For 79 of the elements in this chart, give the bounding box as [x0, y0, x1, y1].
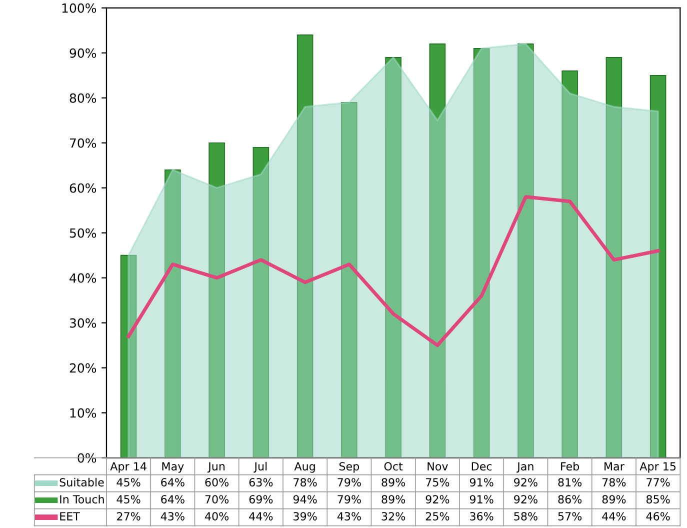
data-label: 92% [514, 495, 538, 504]
bar [296, 34, 314, 458]
x-tick-label: Oct [384, 462, 403, 471]
data-label: 89% [382, 495, 406, 504]
y-tick-label: 70% [70, 138, 96, 148]
x-tick-label: Jul [254, 462, 267, 473]
data-label: 45% [116, 478, 140, 486]
data-label: 85% [646, 495, 670, 504]
data-label: 63% [249, 478, 273, 486]
data-label: 78% [602, 478, 626, 486]
legend-label: In Touch [60, 494, 104, 504]
y-tick-label: 20% [70, 363, 96, 373]
bar [562, 70, 578, 458]
data-label: 91% [470, 478, 494, 486]
data-label: 75% [426, 478, 450, 486]
data-label: 78% [294, 478, 317, 486]
y-tick-label: 50% [70, 228, 96, 238]
data-label: 92% [426, 495, 450, 504]
data-label: 57% [558, 512, 582, 520]
x-tick-label: Nov [428, 462, 448, 471]
data-label: 79% [338, 478, 361, 486]
bar [429, 43, 446, 458]
x-tick-label: Aug [294, 462, 315, 473]
data-label: 27% [117, 512, 140, 520]
data-label: 89% [382, 478, 406, 486]
data-label: 64% [161, 478, 184, 486]
x-tick-label: Mar [604, 462, 624, 471]
bar [341, 102, 358, 458]
line-series [126, 195, 660, 348]
y-tick-label: 60% [70, 183, 96, 193]
y-tick-label: 90% [70, 48, 96, 58]
bar [208, 142, 225, 458]
bar [518, 43, 534, 458]
data-label: 45% [116, 495, 140, 504]
bar [164, 169, 181, 458]
data-label: 32% [382, 512, 406, 520]
data-label: 39% [294, 512, 317, 520]
data-label: 58% [514, 512, 538, 520]
data-label: 92% [514, 478, 538, 486]
y-tick-label: 40% [70, 273, 96, 283]
data-label: 44% [602, 512, 626, 520]
y-tick-label: 10% [70, 408, 96, 418]
data-label: 43% [160, 512, 184, 520]
legend-label: EET [60, 512, 80, 520]
data-label: 25% [426, 512, 450, 520]
y-tick-label: 80% [70, 93, 96, 103]
data-label: 64% [161, 495, 184, 504]
x-tick-label: Sep [339, 462, 360, 473]
data-label: 60% [205, 478, 229, 486]
bar [473, 48, 490, 458]
bar [252, 146, 270, 458]
x-tick-label: Apr 14 [110, 462, 146, 473]
data-label: 46% [646, 512, 670, 520]
data-label: 77% [646, 478, 670, 486]
x-tick-label: Dec [472, 462, 492, 471]
data-label: 69% [249, 495, 273, 504]
data-label: 91% [470, 495, 494, 504]
data-label: 89% [602, 495, 626, 504]
data-label: 44% [249, 512, 273, 520]
data-label: 43% [337, 512, 361, 520]
x-tick-label: Jan [516, 462, 534, 473]
x-tick-label: Feb [561, 462, 580, 471]
data-label: 70% [205, 495, 229, 504]
legend-label: Suitable [60, 478, 104, 486]
x-tick-label: Jun [208, 462, 225, 473]
data-label: 36% [470, 512, 494, 520]
data-label: 81% [558, 478, 582, 486]
bar [606, 56, 622, 458]
data-label: 40% [204, 512, 229, 520]
bar [650, 74, 666, 458]
x-tick-label: May [162, 462, 184, 473]
bar [120, 254, 137, 458]
y-tick-label: 100% [62, 3, 96, 13]
y-tick-label: 30% [70, 318, 96, 328]
x-tick-label: Apr 15 [640, 462, 676, 473]
data-label: 94% [293, 495, 317, 504]
data-label: 79% [338, 495, 361, 504]
data-label: 86% [558, 495, 582, 504]
bar [385, 56, 402, 458]
